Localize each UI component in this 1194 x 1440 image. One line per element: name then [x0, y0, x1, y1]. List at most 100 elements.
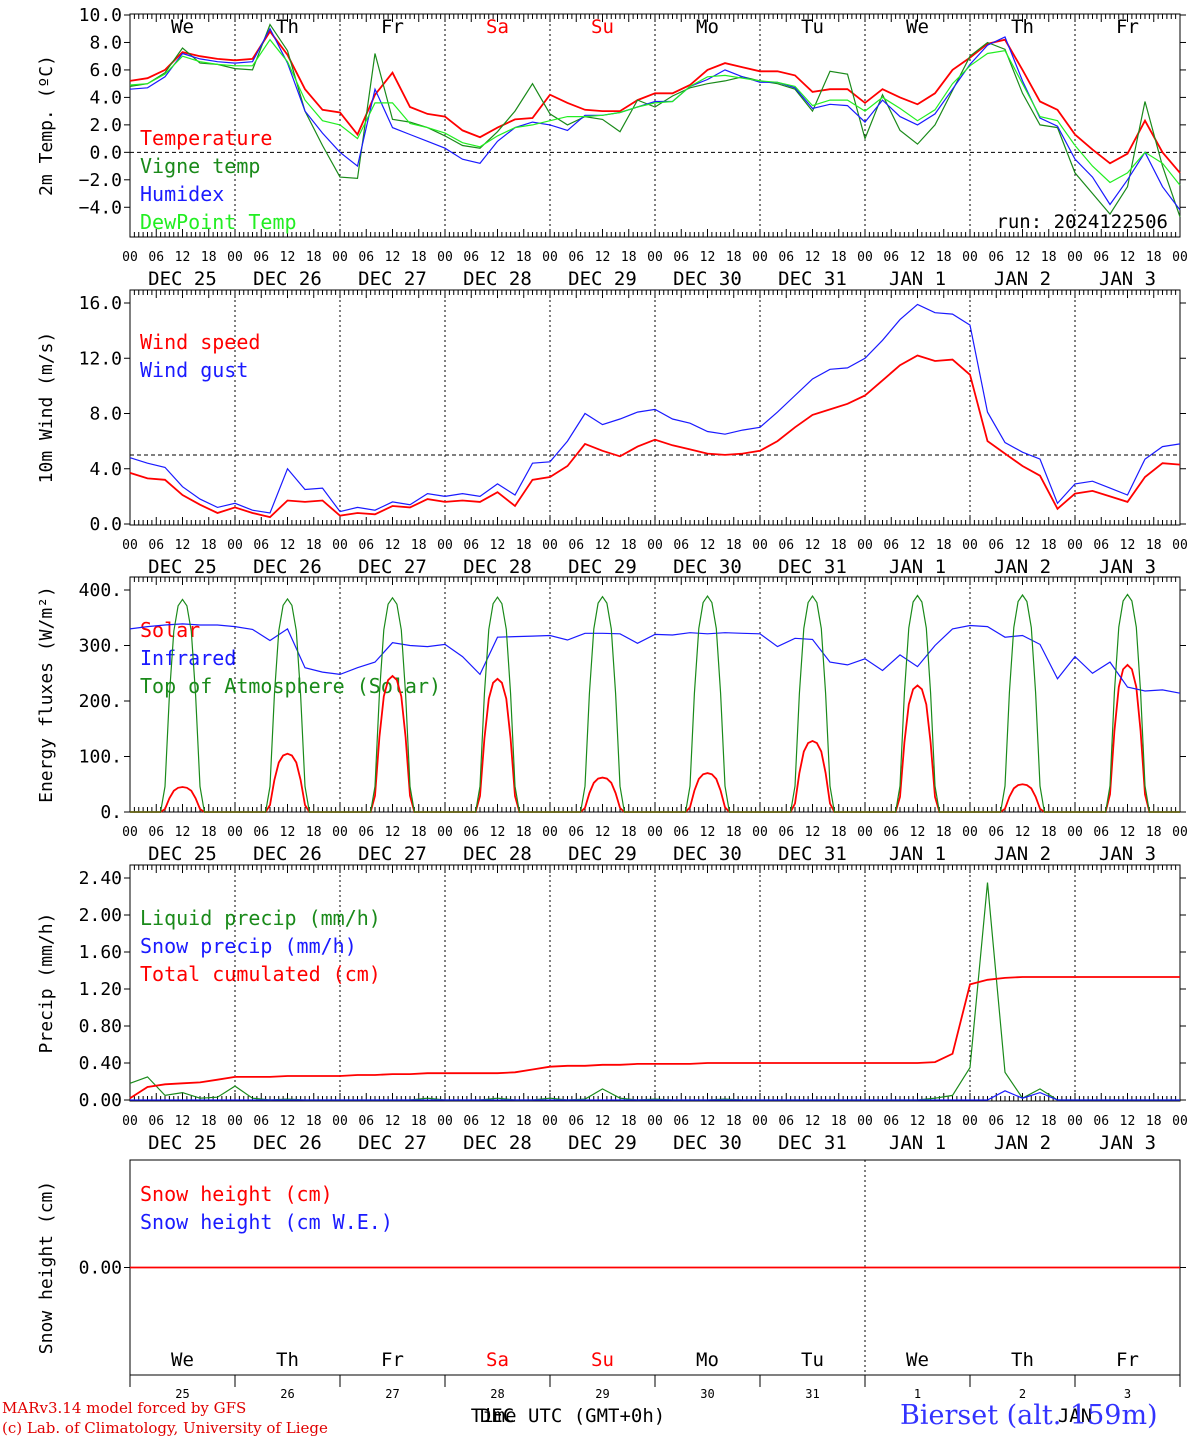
hour-label: 18 [621, 250, 637, 265]
y-tick-label: 1.20 [79, 979, 122, 1000]
y-tick-label: 8.0 [89, 32, 122, 53]
hour-label: 18 [1041, 1114, 1057, 1129]
y-tick-label: 6.0 [89, 60, 122, 81]
series-line [130, 1090, 1180, 1101]
weekday-label: Th [1011, 16, 1034, 38]
hour-label: 12 [1015, 538, 1031, 553]
weekday-label: Su [591, 16, 614, 38]
day-label: DEC 26 [253, 843, 322, 865]
y-tick-label: 0. [100, 802, 122, 823]
hour-label: 00 [857, 825, 873, 840]
day-number: 31 [805, 1387, 819, 1401]
y-tick-label: 400. [79, 580, 122, 601]
hour-label: 00 [437, 825, 453, 840]
hour-label: 06 [673, 250, 689, 265]
legend-entry: Liquid precip (mm/h) [140, 906, 381, 930]
weekday-label: We [171, 1349, 194, 1371]
hour-label: 00 [227, 538, 243, 553]
day-label: DEC 27 [358, 556, 427, 578]
hour-label: 00 [1172, 250, 1188, 265]
hour-label: 18 [831, 1114, 847, 1129]
day-label: DEC 29 [568, 268, 637, 290]
hour-label: 18 [1146, 1114, 1162, 1129]
hour-label: 00 [437, 250, 453, 265]
hour-label: 12 [385, 250, 401, 265]
y-tick-label: −2.0 [79, 170, 122, 191]
legend-entry: Snow height (cm) [140, 1182, 333, 1206]
legend-entry: Snow precip (mm/h) [140, 934, 357, 958]
month-label: DEC [480, 1405, 514, 1427]
day-label: JAN 3 [1099, 556, 1156, 578]
hour-label: 00 [1067, 538, 1083, 553]
hour-label: 00 [1067, 1114, 1083, 1129]
day-label: JAN 1 [889, 268, 946, 290]
hour-label: 18 [411, 1114, 427, 1129]
y-tick-label: 0.0 [89, 142, 122, 163]
y-axis-label: Energy fluxes (W/m²) [36, 586, 57, 803]
hour-label: 00 [437, 1114, 453, 1129]
hour-label: 06 [253, 1114, 269, 1129]
day-label: JAN 2 [994, 843, 1051, 865]
hour-label: 18 [726, 1114, 742, 1129]
day-label: DEC 30 [673, 268, 742, 290]
legend-entry: Top of Atmosphere (Solar) [140, 674, 441, 698]
hour-label: 06 [883, 1114, 899, 1129]
hour-label: 00 [1172, 1114, 1188, 1129]
hour-label: 00 [332, 538, 348, 553]
hour-label: 18 [936, 538, 952, 553]
panel-2: 16.0 12.0 8.0 4.0 0.0 10m Wind (m/s) 00 06 12 18 D… [36, 289, 1188, 578]
hour-label: 06 [568, 1114, 584, 1129]
y-tick-label: 300. [79, 636, 122, 657]
weekday-label: Su [591, 1349, 614, 1371]
day-label: DEC 25 [148, 268, 217, 290]
day-label: DEC 26 [253, 268, 322, 290]
hour-label: 06 [463, 538, 479, 553]
hour-label: 18 [1146, 538, 1162, 553]
hour-label: 06 [778, 1114, 794, 1129]
hour-label: 18 [201, 250, 217, 265]
day-label: JAN 1 [889, 556, 946, 578]
hour-label: 06 [253, 538, 269, 553]
hour-label: 18 [726, 250, 742, 265]
panel-4: 2.40 2.00 1.60 1.20 0.80 0.40 0.00 Precip (mm/h… [36, 864, 1188, 1154]
day-label: JAN 3 [1099, 268, 1156, 290]
day-label: JAN 2 [994, 268, 1051, 290]
hour-label: 06 [1093, 538, 1109, 553]
day-label: DEC 25 [148, 556, 217, 578]
y-tick-label: 200. [79, 691, 122, 712]
day-label: DEC 28 [463, 268, 532, 290]
hour-label: 12 [490, 1114, 506, 1129]
day-label: DEC 26 [253, 1132, 322, 1154]
hour-label: 00 [122, 538, 138, 553]
run-label: run: 2024122506 [996, 211, 1168, 233]
legend-entry: Infrared [140, 646, 236, 670]
hour-label: 06 [673, 1114, 689, 1129]
hour-label: 12 [700, 538, 716, 553]
hour-label: 18 [516, 825, 532, 840]
hour-label: 00 [542, 1114, 558, 1129]
hour-label: 12 [805, 825, 821, 840]
weekday-label: Tu [801, 1349, 824, 1371]
day-label: DEC 30 [673, 556, 742, 578]
day-label: JAN 1 [889, 843, 946, 865]
hour-label: 00 [542, 250, 558, 265]
hour-label: 06 [988, 1114, 1004, 1129]
y-tick-label: 16.0 [79, 293, 122, 314]
y-tick-label: 0.00 [79, 1090, 122, 1111]
hour-label: 06 [463, 250, 479, 265]
x-axis-label: Time UTC (GMT+0h) [471, 1405, 665, 1427]
day-number: 27 [385, 1387, 399, 1401]
hour-label: 00 [122, 250, 138, 265]
y-tick-label: 100. [79, 747, 122, 768]
hour-label: 00 [647, 538, 663, 553]
series-line [129, 303, 1181, 514]
day-label: DEC 30 [673, 1132, 742, 1154]
day-label: JAN 2 [994, 1132, 1051, 1154]
hour-label: 18 [1041, 538, 1057, 553]
day-label: DEC 29 [568, 843, 637, 865]
day-label: DEC 28 [463, 843, 532, 865]
hour-label: 12 [910, 1114, 926, 1129]
hour-label: 00 [1067, 825, 1083, 840]
weekday-label: Th [1011, 1349, 1034, 1371]
